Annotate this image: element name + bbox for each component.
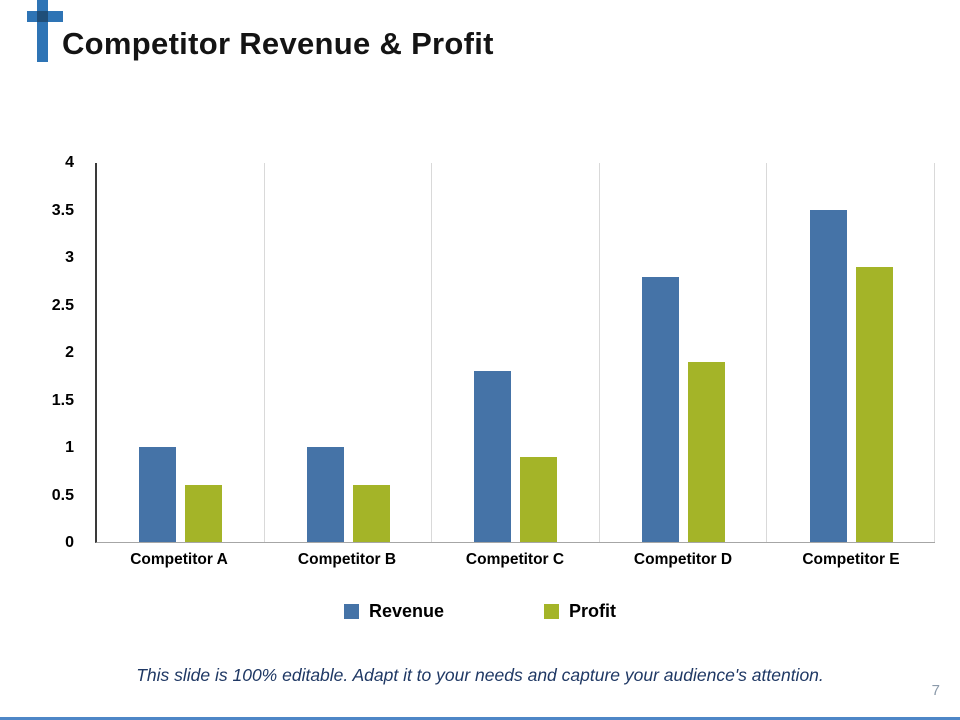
- legend-label: Profit: [569, 601, 617, 621]
- gridline: [598, 163, 600, 542]
- y-tick-label: 0: [65, 534, 74, 551]
- bar-revenue-competitor-a: [139, 447, 177, 542]
- legend-label: Revenue: [368, 601, 445, 621]
- y-tick-label: 3: [65, 249, 74, 266]
- chart-legend: Revenue Profit: [0, 601, 960, 622]
- bar-profit-competitor-e: [855, 267, 893, 542]
- bar-group-competitor-a: [97, 163, 265, 542]
- page-number: 7: [931, 682, 940, 699]
- bar-profit-competitor-b: [352, 485, 390, 542]
- slide-title: Competitor Revenue & Profit: [62, 26, 494, 61]
- bottom-accent-line: [0, 717, 960, 720]
- gridline: [431, 163, 433, 542]
- x-axis-label-competitor-b: Competitor B: [297, 551, 397, 568]
- brand-logo-icon: [27, 0, 63, 66]
- x-axis-label-competitor-a: Competitor A: [130, 551, 228, 568]
- y-tick-label: 1: [65, 439, 74, 456]
- y-axis-labels: 4 3.5 3 2.5 2 1.5 1 0.5 0: [28, 154, 86, 551]
- gridline: [263, 163, 265, 542]
- bar-profit-competitor-d: [688, 361, 726, 542]
- x-axis-label-competitor-e: Competitor E: [802, 551, 900, 568]
- bar-revenue-competitor-c: [474, 371, 512, 542]
- gridline: [934, 163, 935, 542]
- gridline: [766, 163, 768, 542]
- x-axis-labels: Competitor A Competitor B Competitor C Comp…: [95, 551, 935, 569]
- bar-revenue-competitor-d: [642, 276, 680, 542]
- bar-group-competitor-d: [600, 163, 768, 542]
- y-tick-label: 2: [65, 344, 74, 361]
- legend-item-profit: Profit: [544, 601, 616, 622]
- legend-swatch-icon: [343, 604, 359, 619]
- bar-revenue-competitor-e: [809, 210, 847, 542]
- y-tick-label: 2.5: [51, 296, 74, 314]
- bar-group-competitor-c: [432, 163, 600, 542]
- bar-revenue-competitor-b: [306, 447, 344, 542]
- footer-note: This slide is 100% editable. Adapt it to…: [136, 665, 824, 685]
- y-tick-label: 0.5: [51, 486, 74, 504]
- y-tick-label: 1.5: [51, 391, 74, 409]
- x-axis-label-competitor-c: Competitor C: [465, 551, 565, 568]
- legend-item-revenue: Revenue: [343, 601, 445, 622]
- bar-profit-competitor-a: [185, 485, 223, 542]
- plot-area: [95, 163, 935, 543]
- bar-group-competitor-b: [265, 163, 433, 542]
- y-tick-label: 3.5: [51, 201, 74, 219]
- x-axis-label-competitor-d: Competitor D: [633, 551, 733, 568]
- legend-swatch-icon: [544, 604, 560, 619]
- bar-profit-competitor-c: [520, 456, 558, 542]
- y-tick-label: 4: [65, 154, 74, 171]
- bar-group-competitor-e: [767, 163, 935, 542]
